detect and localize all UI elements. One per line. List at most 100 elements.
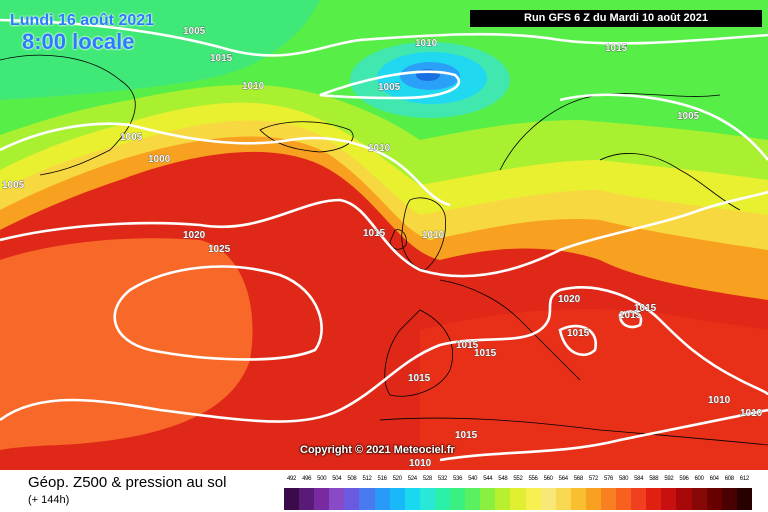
legend-swatch — [389, 488, 405, 510]
isobar-label-1010-afr: 1010 — [409, 458, 432, 469]
legend-label: 528 — [422, 476, 432, 482]
isobar-1015 — [0, 190, 768, 278]
legend-swatch — [736, 488, 752, 510]
legend-label: 552 — [513, 476, 523, 482]
legend-label: 512 — [362, 476, 372, 482]
isobar-label-1015-iber1: 1015 — [456, 340, 479, 351]
legend-swatch — [721, 488, 737, 510]
isobar-label-1015-afr: 1015 — [455, 430, 478, 441]
legend-label: 536 — [453, 476, 463, 482]
isobar-label-1005-w: 1005 — [120, 132, 143, 143]
legend-swatch — [495, 488, 511, 510]
isobar-label-1005-nw: 1005 — [183, 26, 206, 37]
legend-label: 508 — [347, 476, 357, 482]
isobar-label-1010-north: 1010 — [415, 38, 438, 49]
legend-swatch — [450, 488, 466, 510]
legend-label: 588 — [649, 476, 659, 482]
legend-color-bar — [284, 488, 752, 510]
britain-coast — [401, 197, 447, 271]
map-footer: Géop. Z500 & pression au sol (+ 144h) 49… — [0, 470, 768, 512]
legend-swatch — [616, 488, 632, 510]
field-south — [420, 309, 768, 470]
legend-swatch — [344, 488, 360, 510]
legend-label: 520 — [392, 476, 402, 482]
field-atl-high — [0, 238, 253, 450]
isobar-label-1010-gl: 1010 — [242, 81, 265, 92]
isobar-1010-ice — [0, 122, 451, 207]
legend-swatch — [631, 488, 647, 510]
isobar-1015-eur — [618, 310, 643, 329]
legend-label: 524 — [407, 476, 417, 482]
map-title: Géop. Z500 & pression au sol — [28, 474, 227, 491]
legend-label: 532 — [437, 476, 448, 482]
legend-swatch — [465, 488, 481, 510]
isobar-label-1005-low: 1005 — [378, 82, 401, 93]
legend-label: 592 — [664, 476, 674, 482]
legend-swatch — [374, 488, 390, 510]
ireland-coast — [389, 229, 407, 250]
isobar-label-1015-eur2: 1015 — [619, 310, 642, 321]
isobar-label-1020-alps: 1020 — [558, 294, 581, 305]
greenland-coast — [0, 54, 136, 176]
isobar-label-1010-uk: 1010 — [422, 230, 445, 241]
legend-labels: 492 496 500 504 508 512 516 520 524 528 532 536 540 5… — [284, 476, 752, 486]
europe-coast — [384, 279, 581, 397]
legend-swatch — [299, 488, 315, 510]
legend-swatch — [691, 488, 707, 510]
forecast-time-line: 8:00 locale — [22, 29, 135, 54]
isobar-lines — [0, 18, 768, 462]
legend-label: 608 — [724, 476, 734, 482]
forecast-date: Lundi 16 août 2021 8:00 locale — [10, 12, 154, 54]
isobar-1005-low — [319, 70, 461, 100]
legend-label: 584 — [634, 476, 644, 482]
isobar-label-1015-iber2: 1015 — [474, 348, 497, 359]
legend-label: 504 — [332, 476, 342, 482]
legend-label: 576 — [603, 476, 614, 482]
legend-label: 580 — [619, 476, 629, 482]
legend-label: 556 — [528, 476, 538, 482]
legend-swatch — [661, 488, 677, 510]
legend-label: 596 — [679, 476, 689, 482]
legend-swatch — [570, 488, 586, 510]
legend-swatch — [600, 488, 617, 510]
isobar-label-1015-ita: 1015 — [567, 328, 590, 339]
isobar-1010-north — [0, 18, 768, 57]
map-canvas: 1005 1015 1010 1010 1005 1015 1005 1005 … — [0, 0, 768, 470]
isobar-label-1025-atl: 1025 — [208, 244, 231, 255]
legend-swatch — [284, 488, 300, 510]
isobar-1015-ita — [558, 324, 598, 356]
run-info-banner: Run GFS 6 Z du Mardi 10 août 2021 — [470, 10, 762, 27]
legend-swatch — [314, 488, 330, 510]
legend-swatch — [540, 488, 556, 510]
isobar-label-1005-scand: 1005 — [677, 111, 700, 122]
legend-swatch — [676, 488, 692, 510]
legend-label: 564 — [558, 476, 568, 482]
isobar-label-1000-w: 1000 — [148, 154, 171, 165]
legend-label: 612 — [739, 476, 749, 482]
legend-swatch — [359, 488, 375, 510]
coastlines — [0, 54, 768, 446]
legend-swatch — [706, 488, 722, 510]
legend-swatch — [525, 488, 541, 510]
isobar-1025-atl — [113, 265, 323, 361]
isobar-1005-scand — [559, 93, 768, 161]
legend-label: 516 — [377, 476, 387, 482]
legend-swatch — [419, 488, 435, 510]
legend-swatch — [555, 488, 571, 510]
isobar-label-1015-iber3: 1015 — [408, 373, 431, 384]
legend-swatch — [434, 488, 451, 510]
isobar-label-1015-eur: 1015 — [634, 303, 657, 314]
isobar-labels: 1005 1015 1010 1010 1005 1015 1005 1005 … — [2, 26, 763, 470]
isobar-label-1020-atl: 1020 — [183, 230, 206, 241]
forecast-date-line: Lundi 16 août 2021 — [10, 12, 155, 29]
isobar-1010-afr — [439, 408, 768, 462]
legend-label: 572 — [588, 476, 598, 482]
isobar-label-1015-irl: 1015 — [363, 228, 386, 239]
isobar-label-1005-far-w: 1005 — [2, 180, 25, 191]
legend-swatch — [585, 488, 601, 510]
legend-swatch — [646, 488, 662, 510]
isobar-label-1015-ne: 1015 — [605, 43, 628, 54]
legend-label: 540 — [468, 476, 478, 482]
isobar-label-1010-grc: 1010 — [708, 395, 731, 406]
legend-label: 600 — [694, 476, 704, 482]
